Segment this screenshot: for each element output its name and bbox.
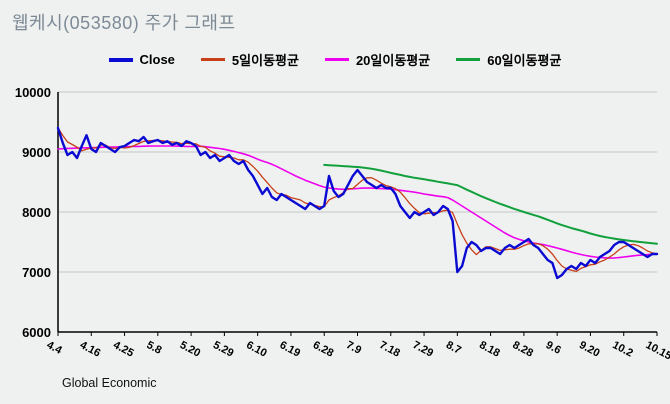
legend-item-ma60: 60일이동평균	[456, 50, 561, 69]
ma5-line	[57, 127, 658, 273]
legend-item-ma20: 20일이동평균	[324, 50, 431, 69]
legend-swatch-close-icon	[108, 57, 133, 62]
y-axis-label: 10000	[15, 85, 51, 100]
legend-label-ma60: 60일이동평균	[487, 53, 562, 68]
price-chart-svg: 6000 7000 8000 9000 10000 4.4 4.16 4.25 5.8 5.20 5…	[15, 85, 670, 363]
legend-swatch-ma60-icon	[456, 58, 481, 61]
source-credit: Global Economic	[62, 376, 157, 390]
legend-swatch-ma5-icon	[200, 58, 225, 61]
x-axis-label: 10.15	[644, 339, 670, 363]
x-axis-label: 8.28	[510, 339, 535, 360]
ma20-line	[57, 145, 658, 259]
x-axis-label: 7.29	[411, 339, 436, 360]
x-axis-label: 6.28	[311, 339, 336, 360]
chart-area: 6000 7000 8000 9000 10000 4.4 4.16 4.25 5.8 5.20 5…	[0, 70, 670, 372]
legend-label-ma20: 20일이동평균	[355, 53, 431, 68]
close-line	[56, 126, 659, 280]
x-axis-label: 9.6	[544, 339, 563, 357]
y-axis-label: 6000	[22, 325, 51, 340]
x-axis-label: 10.2	[610, 339, 635, 360]
x-axis-label: 7.18	[377, 339, 402, 360]
y-axis-label: 8000	[22, 205, 51, 220]
chart-legend: Close 5일이동평균 20일이동평균 60일이동평균	[0, 50, 670, 69]
y-axis-label: 7000	[22, 265, 51, 280]
legend-item-close: Close	[108, 52, 175, 67]
x-axis-label: 6.10	[244, 339, 269, 360]
page-title: 웹케시(053580) 주가 그래프	[12, 13, 236, 33]
x-axis-label: 4.25	[111, 339, 136, 360]
x-axis-label: 8.18	[477, 339, 502, 360]
legend-item-ma5: 5일이동평균	[200, 50, 299, 69]
x-axis-label: 5.20	[178, 339, 203, 360]
legend-label-ma5: 5일이동평균	[231, 53, 299, 68]
x-axis-label: 4.16	[78, 339, 103, 360]
x-axis-label: 7.9	[344, 339, 363, 357]
x-axis-label: 5.8	[144, 339, 163, 357]
ma60-line	[323, 163, 658, 245]
x-axis-label: 5.29	[211, 339, 236, 360]
legend-label-close: Close	[139, 52, 175, 67]
x-axis-label: 6.19	[278, 339, 303, 360]
x-axis-label: 8.7	[444, 339, 463, 357]
legend-swatch-ma20-icon	[324, 58, 349, 61]
y-axis-label: 9000	[22, 145, 51, 160]
x-axis-label: 4.4	[45, 339, 65, 357]
x-axis-label: 9.20	[577, 339, 602, 360]
